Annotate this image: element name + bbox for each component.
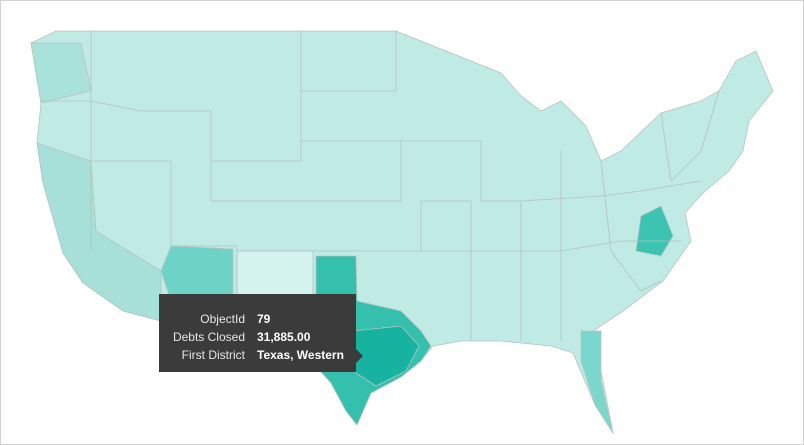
tooltip-label: First District bbox=[181, 348, 245, 362]
tooltip-row: Debts Closed 31,885.00 bbox=[159, 330, 356, 348]
tooltip-value: 79 bbox=[257, 312, 271, 326]
state-border bbox=[600, 160, 662, 292]
tooltip-row: ObjectId 79 bbox=[159, 312, 356, 330]
tooltip-label: Debts Closed bbox=[172, 330, 245, 344]
state-border bbox=[237, 200, 472, 341]
state-border bbox=[401, 140, 522, 341]
tooltip-value: Texas, Western bbox=[257, 348, 344, 362]
tooltip-value: 31,885.00 bbox=[257, 330, 311, 344]
state-border bbox=[41, 31, 302, 162]
state-shape bbox=[635, 205, 674, 257]
tooltip-label: ObjectId bbox=[200, 312, 245, 326]
state-shape bbox=[580, 330, 614, 434]
tooltip-pointer bbox=[356, 349, 363, 363]
state-border bbox=[91, 160, 238, 321]
state-border bbox=[421, 240, 681, 252]
state-border bbox=[301, 31, 397, 92]
tooltip-row: First District Texas, Western bbox=[159, 348, 356, 366]
state-border bbox=[660, 90, 720, 182]
tooltip: ObjectId 79 Debts Closed 31,885.00 First Dis… bbox=[159, 294, 356, 372]
state-shape bbox=[36, 142, 162, 322]
state-border bbox=[210, 140, 402, 202]
